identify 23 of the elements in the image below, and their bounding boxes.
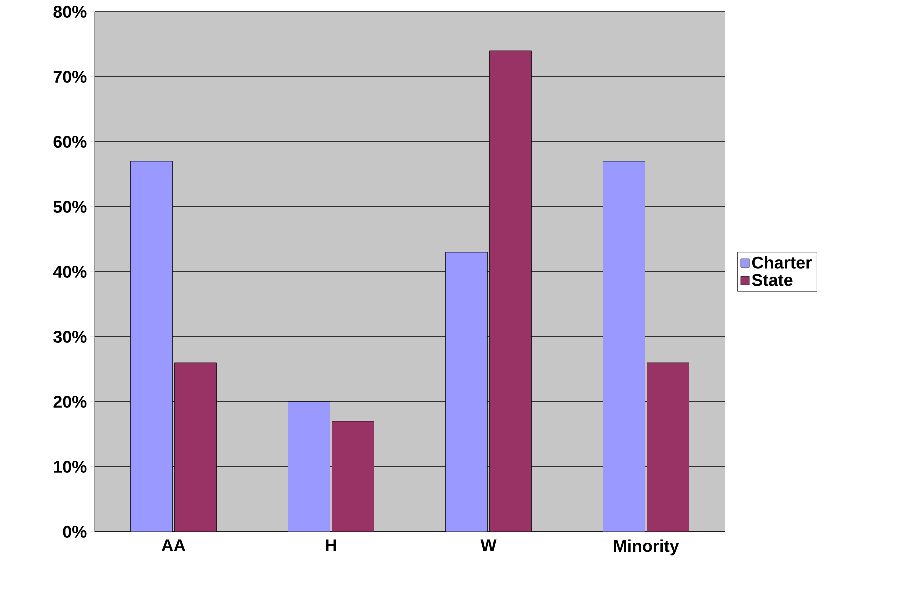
bar xyxy=(603,161,646,532)
x-tick-label: Minority xyxy=(614,540,680,556)
bar xyxy=(174,362,217,532)
x-tick-label: AA xyxy=(162,540,186,552)
y-tick-label: 0% xyxy=(63,526,87,538)
y-tick-label: 40% xyxy=(53,266,87,278)
legend-label: State xyxy=(752,274,793,286)
y-tick-label: 60% xyxy=(54,136,87,148)
y-tick-label: 80% xyxy=(54,6,87,18)
bar xyxy=(332,421,374,532)
y-tick-label: 50% xyxy=(54,200,87,214)
y-tick-label: 20% xyxy=(54,396,87,408)
y-tick-label: 30% xyxy=(54,330,87,344)
bar xyxy=(130,161,173,532)
bar xyxy=(647,362,690,532)
bar xyxy=(288,402,330,532)
bar xyxy=(446,252,488,532)
y-tick-label: 10% xyxy=(54,460,87,474)
bar xyxy=(490,50,532,532)
legend-label: Charter xyxy=(752,256,812,269)
x-tick-label: W xyxy=(480,540,497,552)
y-tick-label: 70% xyxy=(54,70,87,84)
x-tick-label: H xyxy=(326,540,336,552)
